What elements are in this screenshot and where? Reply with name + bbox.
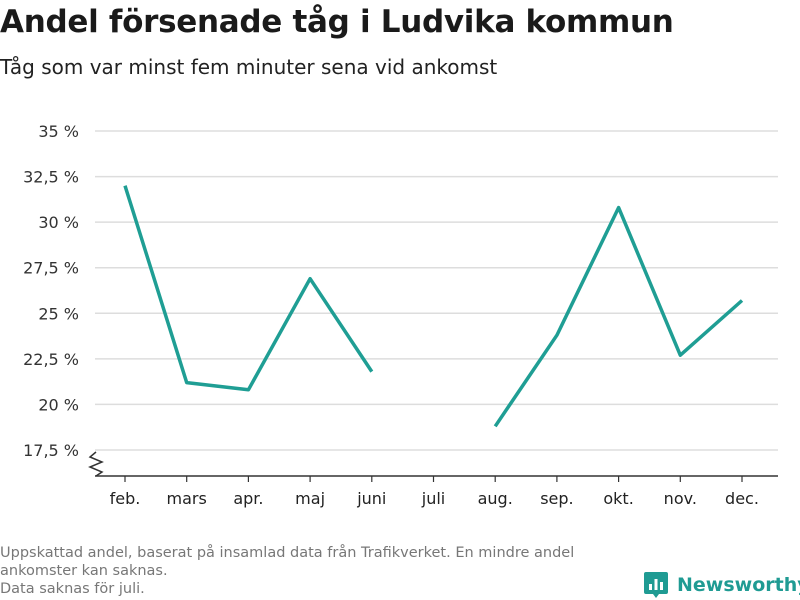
footnote: Uppskattad andel, baserat på insamlad da…: [0, 544, 640, 598]
x-tick-label: mars: [167, 489, 207, 508]
axis-break-icon: [88, 451, 104, 477]
series-line: [493, 205, 744, 428]
y-tick-label: 32,5 %: [23, 168, 79, 187]
x-tick-label: dec.: [725, 489, 759, 508]
series-lines: [123, 185, 744, 428]
x-tick-label: aug.: [478, 489, 513, 508]
newsworthy-logo-icon: [644, 572, 668, 598]
footnote-line-2: ankomster kan saknas.: [0, 563, 168, 579]
x-tick-label: maj: [295, 489, 325, 508]
line-chart: 17,5 % 20 % 22,5 % 25 % 27,5 % 30 % 32,5 % 35 %…: [23, 122, 778, 508]
x-tick-label: feb.: [110, 489, 141, 508]
x-tick-label: apr.: [233, 489, 263, 508]
x-tick-label: juni: [356, 489, 386, 508]
y-tick-label: 17,5 %: [23, 441, 79, 460]
y-axis-ticks: 17,5 % 20 % 22,5 % 25 % 27,5 % 30 % 32,5 % 35 %: [23, 122, 79, 460]
y-tick-label: 30 %: [38, 213, 79, 232]
chart-subtitle: Tåg som var minst fem minuter sena vid a…: [0, 55, 498, 79]
x-tick-label: okt.: [603, 489, 633, 508]
y-tick-label: 35 %: [38, 122, 79, 141]
footnote-line-1: Uppskattad andel, baserat på insamlad da…: [0, 545, 575, 561]
x-tick-label: juli: [421, 489, 445, 508]
y-tick-label: 22,5 %: [23, 350, 79, 369]
brand-logo[interactable]: Newsworthy: [643, 570, 800, 600]
y-tick-label: 20 %: [38, 395, 79, 414]
y-tick-label: 25 %: [38, 304, 79, 323]
x-tick-label: nov.: [664, 489, 697, 508]
footnote-line-3: Data saknas för juli.: [0, 581, 145, 597]
brand-name: Newsworthy: [677, 574, 800, 596]
x-tick-label: sep.: [540, 489, 573, 508]
series-line: [123, 185, 374, 392]
x-axis: feb. mars apr. maj juni juli aug. sep. okt. nov. d…: [88, 451, 778, 508]
gridlines: [95, 130, 778, 451]
y-tick-label: 27,5 %: [23, 259, 79, 278]
chart-title: Andel försenade tåg i Ludvika kommun: [0, 4, 674, 40]
